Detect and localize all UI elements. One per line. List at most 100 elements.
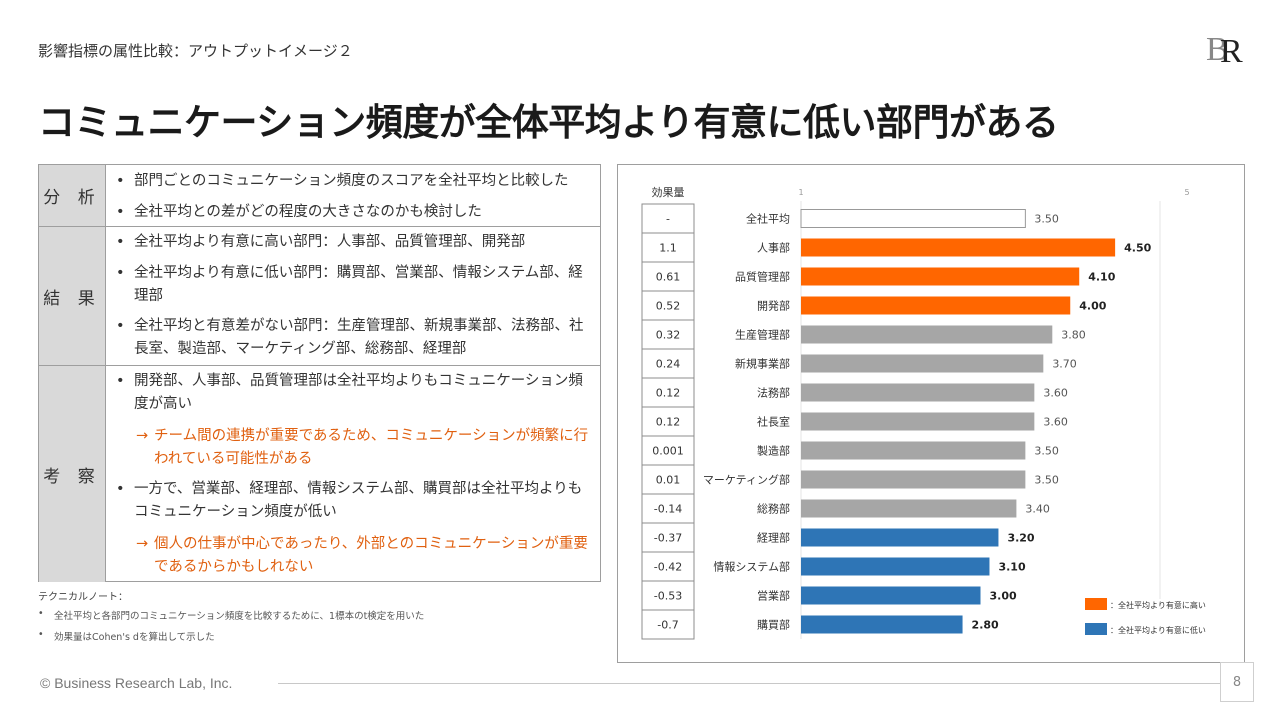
category-label: 新規事業部	[735, 357, 790, 371]
data-label: 3.70	[1052, 358, 1077, 371]
effect-size-value: 0.001	[652, 445, 684, 458]
category-label: 情報システム部	[713, 560, 790, 574]
category-label: 法務部	[757, 386, 790, 400]
discussion-note: → チーム間の連携が重要であるため、コミュニケーションが頻繁に行われている可能性…	[136, 425, 596, 471]
data-label: 3.60	[1043, 416, 1068, 429]
effect-size-value: 0.24	[656, 358, 681, 371]
bar-high	[801, 296, 1071, 315]
category-label: 人事部	[757, 241, 790, 255]
svg-text:B: B	[1206, 31, 1229, 68]
technical-notes-title: テクニカルノート：	[38, 592, 128, 603]
results-row: 結 果 全社平均より有意に高い部門：人事部、品質管理部、開発部 全社平均より有意…	[39, 227, 600, 366]
data-label: 3.80	[1061, 329, 1086, 342]
data-label: 3.50	[1034, 474, 1059, 487]
category-label: 全社平均	[746, 212, 790, 226]
bar-high	[801, 267, 1080, 286]
data-label: 4.00	[1079, 300, 1106, 313]
effect-size-cell	[641, 609, 695, 640]
discussion-row: 考 察 開発部、人事部、品質管理部は全社平均よりもコミュニケーション頻度が高い …	[39, 366, 600, 582]
analysis-table: 分 析 部門ごとのコミュニケーション頻度のスコアを全社平均と比較した 全社平均と…	[38, 164, 601, 582]
effect-size-value: 0.52	[656, 300, 681, 313]
bar-average	[800, 209, 1026, 228]
category-label: 生産管理部	[735, 328, 790, 342]
analysis-heading: 分 析	[39, 165, 106, 226]
effect-size-value: -0.14	[654, 503, 682, 516]
page-number: 8	[1220, 662, 1254, 702]
footer-divider	[278, 683, 1220, 684]
category-label: 総務部	[757, 502, 790, 516]
legend-label: ：全社平均より有意に低い	[1110, 625, 1206, 635]
bar-none	[801, 470, 1026, 489]
effect-size-header: 効果量	[652, 185, 685, 199]
effect-size-cell	[641, 435, 695, 466]
discussion-bullet: 開発部、人事部、品質管理部は全社平均よりもコミュニケーション頻度が高い	[116, 370, 596, 416]
results-heading: 結 果	[39, 227, 106, 365]
category-label: 品質管理部	[735, 270, 790, 284]
discussion-bullet: 一方で、営業部、経理部、情報システム部、購買部は全社平均よりもコミュニケーション…	[116, 478, 596, 524]
results-bullet: 全社平均より有意に低い部門：購買部、営業部、情報システム部、経理部	[116, 262, 596, 308]
bar-low	[801, 615, 963, 634]
category-label: マーケティング部	[703, 473, 790, 487]
analysis-bullet: 部門ごとのコミュニケーション頻度のスコアを全社平均と比較した	[116, 170, 596, 193]
data-label: 3.50	[1034, 445, 1059, 458]
discussion-heading: 考 察	[39, 366, 106, 582]
analysis-row: 分 析 部門ごとのコミュニケーション頻度のスコアを全社平均と比較した 全社平均と…	[39, 165, 600, 227]
results-bullet: 全社平均より有意に高い部門：人事部、品質管理部、開発部	[116, 231, 596, 254]
category-label: 経理部	[757, 531, 790, 545]
results-bullet: 全社平均と有意差がない部門：生産管理部、新規事業部、法務部、社長室、製造部、マー…	[116, 315, 596, 361]
effect-size-cell	[641, 319, 695, 350]
legend-swatch-low	[1085, 623, 1107, 635]
data-label: 2.80	[972, 619, 999, 632]
legend-swatch-high	[1085, 598, 1107, 610]
svg-text:R: R	[1220, 33, 1243, 68]
data-label: 3.00	[990, 590, 1017, 603]
slide-title: コミュニケーション頻度が全体平均より有意に低い部門がある	[38, 101, 1059, 144]
bar-low	[801, 557, 990, 576]
technical-note: 効果量はCohen's dを算出して示した	[38, 629, 215, 643]
analysis-bullet: 全社平均との差がどの程度の大きさなのかも検討した	[116, 201, 596, 224]
effect-size-value: -	[666, 213, 670, 226]
data-label: 3.40	[1025, 503, 1050, 516]
data-label: 3.60	[1043, 387, 1068, 400]
bar-none	[801, 354, 1044, 373]
technical-note: 全社平均と各部門のコミュニケーション頻度を比較するために、1標本のt検定を用いた	[38, 608, 424, 622]
effect-size-cell	[641, 290, 695, 321]
bar-none	[801, 412, 1035, 431]
effect-size-value: -0.7	[657, 619, 678, 632]
data-label: 3.10	[998, 561, 1025, 574]
arrow-icon: →	[136, 536, 149, 552]
company-logo: B R	[1206, 31, 1243, 68]
effect-size-value: 1.1	[659, 242, 677, 255]
category-label: 製造部	[757, 444, 790, 458]
bar-high	[801, 238, 1116, 257]
effect-size-value: -0.42	[654, 561, 682, 574]
category-label: 購買部	[757, 618, 790, 632]
category-label: 社長室	[757, 415, 790, 429]
effect-size-value: 0.01	[656, 474, 681, 487]
data-label: 4.10	[1088, 271, 1115, 284]
bar-low	[801, 528, 999, 547]
axis-tick-label: 1	[798, 188, 803, 197]
effect-size-cell	[641, 377, 695, 408]
effect-size-value: -0.53	[654, 590, 682, 603]
data-label: 4.50	[1124, 242, 1151, 255]
data-label: 3.50	[1034, 213, 1059, 226]
effect-size-cell	[641, 493, 695, 524]
category-label: 営業部	[757, 589, 790, 603]
effect-size-cell	[641, 406, 695, 437]
effect-size-cell	[641, 232, 695, 263]
effect-size-value: 0.32	[656, 329, 681, 342]
effect-size-value: 0.12	[656, 416, 681, 429]
arrow-icon: →	[136, 428, 149, 444]
bar-low	[801, 586, 981, 605]
bar-none	[801, 499, 1017, 518]
effect-size-bar-chart: 効果量 1 5 - 全社平均 3.50 1.1 人事部 4.50 0.61 品質管理部 4.10 0.5…	[641, 185, 1206, 640]
data-label: 3.20	[1007, 532, 1034, 545]
copyright: © Business Research Lab, Inc.	[40, 675, 233, 691]
axis-tick-label: 5	[1184, 188, 1189, 197]
discussion-note: → 個人の仕事が中心であったり、外部とのコミュニケーションが重要であるからかもし…	[136, 533, 596, 579]
effect-size-value: 0.12	[656, 387, 681, 400]
category-label: 開発部	[757, 299, 790, 313]
legend-label: ：全社平均より有意に高い	[1110, 600, 1206, 610]
chart-frame: 効果量 1 5 - 全社平均 3.50 1.1 人事部 4.50 0.61 品質管理部 4.10 0.5…	[617, 164, 1245, 663]
